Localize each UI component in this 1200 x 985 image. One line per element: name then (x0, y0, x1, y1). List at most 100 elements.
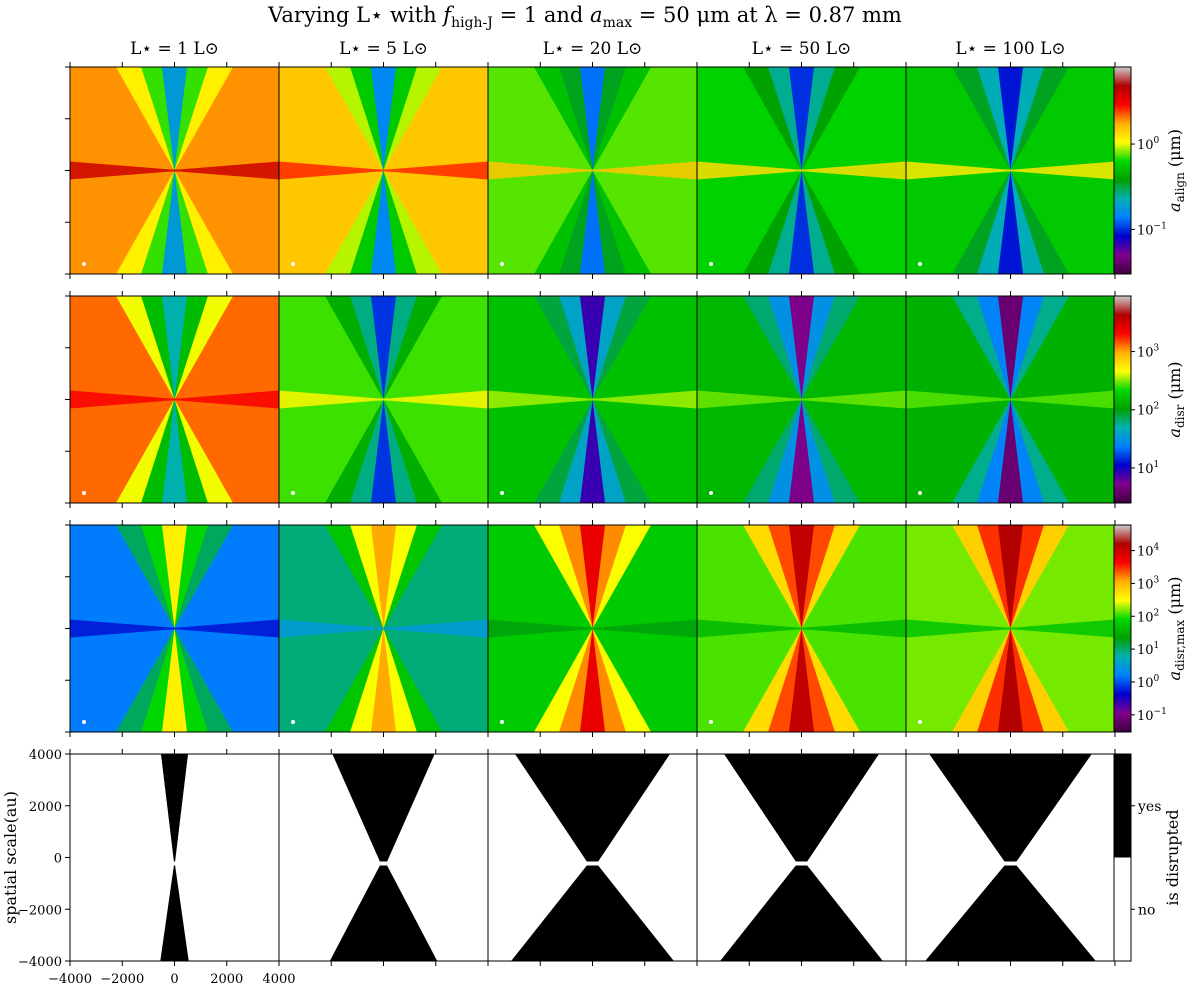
x-tick-label: −4000 (48, 972, 92, 985)
panel-ticks (905, 291, 1116, 508)
panel-r2-c5 (905, 291, 1116, 508)
midplane-band (70, 161, 279, 180)
colorbar-tick-label: 103 (1137, 344, 1160, 361)
panel-r4-c5 (905, 749, 1116, 966)
beam-marker (82, 262, 86, 266)
column-header-3: L⋆ = 20 L⊙ (543, 39, 643, 59)
panel-r4-c1 (65, 749, 280, 966)
outflow-core-south (161, 170, 188, 274)
colorbars: 100 10−1 aalign (μm) 103 102 101 adisr (μm) 104… (1113, 66, 1187, 962)
column-header-4: L⋆ = 50 L⊙ (752, 39, 852, 59)
colorbar-gradient (1113, 524, 1132, 733)
column-header-5: L⋆ = 100 L⊙ (955, 39, 1065, 59)
beam-marker (82, 491, 86, 495)
midplane-band (697, 161, 906, 180)
x-tick-label: 2000 (210, 972, 243, 985)
disrupted-region-north (724, 754, 879, 862)
column-header-1: L⋆ = 1 L⊙ (130, 39, 219, 59)
y-tick-label: 0 (54, 852, 62, 867)
y-tick-label: −2000 (18, 903, 62, 918)
midplane-band (697, 619, 906, 638)
midplane-band (279, 619, 488, 638)
colorbar-tick-label: 10−1 (1137, 221, 1167, 238)
outflow-core-north (997, 67, 1024, 171)
colorbar-tick-label: 102 (1137, 402, 1159, 419)
outflow-core-south (788, 399, 815, 503)
colorbar-tick-label: 102 (1137, 608, 1159, 625)
outflow-core-north (579, 67, 606, 171)
outflow-core-south (579, 628, 606, 732)
panel-r1-c4 (696, 62, 907, 279)
midplane-band (279, 390, 488, 409)
outflow-core-north (997, 296, 1024, 400)
colorbar-row-3: 104 103 102 101 100 10−1 adisr,max (μm) (1113, 524, 1187, 733)
midplane-band (906, 390, 1115, 409)
outflow-core-north (788, 296, 815, 400)
beam-marker (918, 262, 922, 266)
colorbar-label: adisr (μm) (1165, 361, 1187, 437)
disrupted-region-north (515, 754, 670, 862)
beam-marker (918, 491, 922, 495)
colorbar-tick-label: no (1138, 902, 1155, 918)
outflow-core-north (370, 67, 397, 171)
axes-annotations: −4000 −2000 0 2000 4000 4000 2000 0 −2000 −4000 sp… (1, 748, 296, 985)
x-tick-label: 4000 (262, 972, 295, 985)
x-tick-label: 0 (170, 972, 178, 985)
midplane-band (697, 390, 906, 409)
midplane-band (906, 619, 1115, 638)
outflow-core-south (997, 399, 1024, 503)
outflow-core-south (788, 628, 815, 732)
outflow-core-south (579, 399, 606, 503)
colorbar-tick-label: 100 (1137, 136, 1160, 153)
outflow-core-north (788, 67, 815, 171)
figure-title: Varying L⋆ with fhigh-J = 1 and amax = 5… (267, 3, 902, 31)
y-axis-label: spatial scale(au) (1, 791, 20, 924)
midplane-band (279, 161, 488, 180)
panel-ticks (65, 291, 280, 508)
panel-r2-c4 (696, 291, 907, 508)
panel-r4-c3 (487, 749, 698, 966)
panel-r2-c2 (278, 291, 489, 508)
beam-marker (82, 720, 86, 724)
colorbar-gradient (1113, 66, 1132, 275)
outflow-core-north (997, 525, 1024, 629)
colorbar-row-4: yes no is disrupted (1113, 753, 1182, 962)
panel-ticks (905, 62, 1116, 279)
outflow-core-north (161, 525, 188, 629)
disrupted-region-south (160, 865, 189, 961)
beam-marker (500, 720, 504, 724)
outflow-core-north (161, 296, 188, 400)
beam-marker (291, 720, 295, 724)
column-header-2: L⋆ = 5 L⊙ (339, 39, 428, 59)
colorbar-tick-label: 10−1 (1137, 707, 1167, 724)
disrupted-region-south (329, 865, 438, 961)
colorbar-tick-label: 104 (1137, 543, 1160, 560)
colorbar-tick-label: 101 (1137, 460, 1159, 477)
panel-r3-c1 (65, 520, 280, 737)
beam-marker (500, 491, 504, 495)
column-headers: L⋆ = 1 L⊙ L⋆ = 5 L⊙ L⋆ = 20 L⊙ L⋆ = 50 L⊙ L⋆… (130, 39, 1066, 59)
panel-r1-c2 (278, 62, 489, 279)
disrupted-region-south (925, 865, 1096, 961)
panel-r4-c2 (278, 749, 489, 966)
y-tick-label: 2000 (29, 800, 62, 815)
beam-marker (709, 491, 713, 495)
x-tick-label: −2000 (100, 972, 144, 985)
panel-r3-c5 (905, 520, 1116, 737)
colorbar-frame (1113, 753, 1132, 962)
outflow-core-south (579, 170, 606, 274)
panel-r3-c4 (696, 520, 907, 737)
colorbar-label: adisr,max (μm) (1165, 577, 1187, 681)
panel-r1-c5 (905, 62, 1116, 279)
colorbar-label: is disrupted (1163, 809, 1182, 905)
disrupted-region-north (332, 754, 435, 862)
colorbar-tick-label: 101 (1137, 641, 1159, 658)
panel-r1-c3 (487, 62, 698, 279)
outflow-core-south (370, 399, 397, 503)
midplane-band (488, 161, 697, 180)
midplane-band (70, 390, 279, 409)
panel-r2-c3 (487, 291, 698, 508)
outflow-core-south (370, 170, 397, 274)
beam-marker (709, 262, 713, 266)
